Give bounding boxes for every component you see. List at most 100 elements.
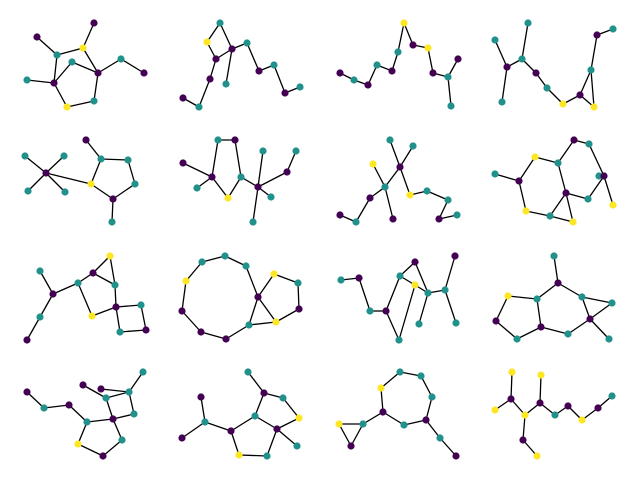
graph-node-yellow [424,44,432,52]
graph-edge [581,296,591,320]
graph-edge [447,76,452,107]
graph-node-purple [89,269,97,277]
graph-node-teal [102,394,110,402]
graph-node-purple [97,385,105,393]
graph-node-purple [33,33,41,41]
graph-edge [181,280,187,312]
graph-edge [414,261,429,294]
graph-edge [389,139,401,168]
graph-node-purple [364,81,372,89]
graph-edge [282,397,300,419]
graph-node-purple [422,416,430,424]
graph-node-yellow [87,180,95,188]
graph-node-purple [411,258,419,266]
graph-16 [491,368,616,460]
graph-node-teal [441,286,449,294]
graph-node-yellow [272,318,280,326]
graph-edge [254,392,265,417]
graph-edge [252,186,259,223]
graph-edge [77,443,104,457]
graph-node-yellow [270,270,278,278]
graph-node-purple [23,336,31,344]
graph-node-purple [109,195,117,203]
graph-node-yellow [521,411,529,419]
graph-edge [102,439,123,457]
graph-edge [100,388,130,393]
graph-node-teal [90,97,98,105]
graph-edge [105,391,130,399]
graph-node-teal [424,289,432,297]
graph-edge [439,437,457,457]
graph-13 [23,368,147,460]
graph-edge [140,304,147,331]
graph-node-teal [350,76,358,84]
graph-edge [444,289,457,324]
graph-node-purple [42,169,50,177]
graph-node-teal [491,36,499,44]
graph-node-purple [492,317,500,325]
graph-node-teal [137,301,145,309]
graph-node-teal [36,267,44,275]
graph-edge [557,282,583,298]
graph-node-teal [216,19,224,27]
graph-node-purple [228,45,236,53]
graph-edge [589,302,613,320]
graph-edge [198,78,211,108]
graph-edge [257,296,277,323]
graph-edge [372,163,386,188]
graph-node-teal [117,55,125,63]
graph-node-teal [415,320,423,328]
graph-edge [128,371,144,393]
graph-node-yellow [504,292,512,300]
graph-node-teal [396,368,404,376]
graph-node-teal [198,258,206,266]
graph-node-purple [554,279,562,287]
graph-edge [45,172,92,185]
graph-node-teal [452,319,460,327]
graph-node-teal [111,281,119,289]
graph-edge [77,421,88,445]
graph-node-teal [428,393,436,401]
graph-edge [85,139,102,160]
graph-edge [418,292,429,325]
graph-9 [23,252,150,344]
graph-node-teal [578,293,586,301]
graph-node-purple [49,290,57,298]
graph-node-teal [124,156,132,164]
graph-node-teal [267,193,275,201]
graph-node-yellow [508,368,516,376]
graph-edge [120,58,145,74]
graph-edge [494,39,508,68]
graph-node-teal [554,159,562,167]
graph-node-purple [254,183,262,191]
graph-node-yellow [63,103,71,111]
graph-edge [385,310,400,341]
graph-node-purple [507,395,515,403]
graph-node-purple [231,136,239,144]
graph-node-teal [436,434,444,442]
graph-edge [238,454,268,457]
graph-node-purple [142,326,150,334]
graph-1 [23,19,148,111]
graph-edge [581,296,613,304]
graph-edge [553,255,559,284]
graph-node-purple [429,69,437,77]
graph-edge [425,419,441,439]
graph-edge [86,418,114,423]
graph-node-yellow [106,252,114,260]
graph-edge [297,282,300,310]
graph-node-purple [409,41,417,49]
graph-node-teal [550,252,558,260]
graph-node-teal [373,61,381,69]
graph-edge [358,277,371,312]
graph-node-purple [208,173,216,181]
graph-node-teal [296,83,304,91]
graph-edge [516,326,542,340]
graph-edge [603,175,614,206]
graph-node-teal [366,307,374,315]
graph-edge [367,64,378,86]
graph-edge [403,22,414,46]
graph-node-purple [336,69,344,77]
graph-edge [380,387,384,413]
graph-edge [82,47,99,74]
